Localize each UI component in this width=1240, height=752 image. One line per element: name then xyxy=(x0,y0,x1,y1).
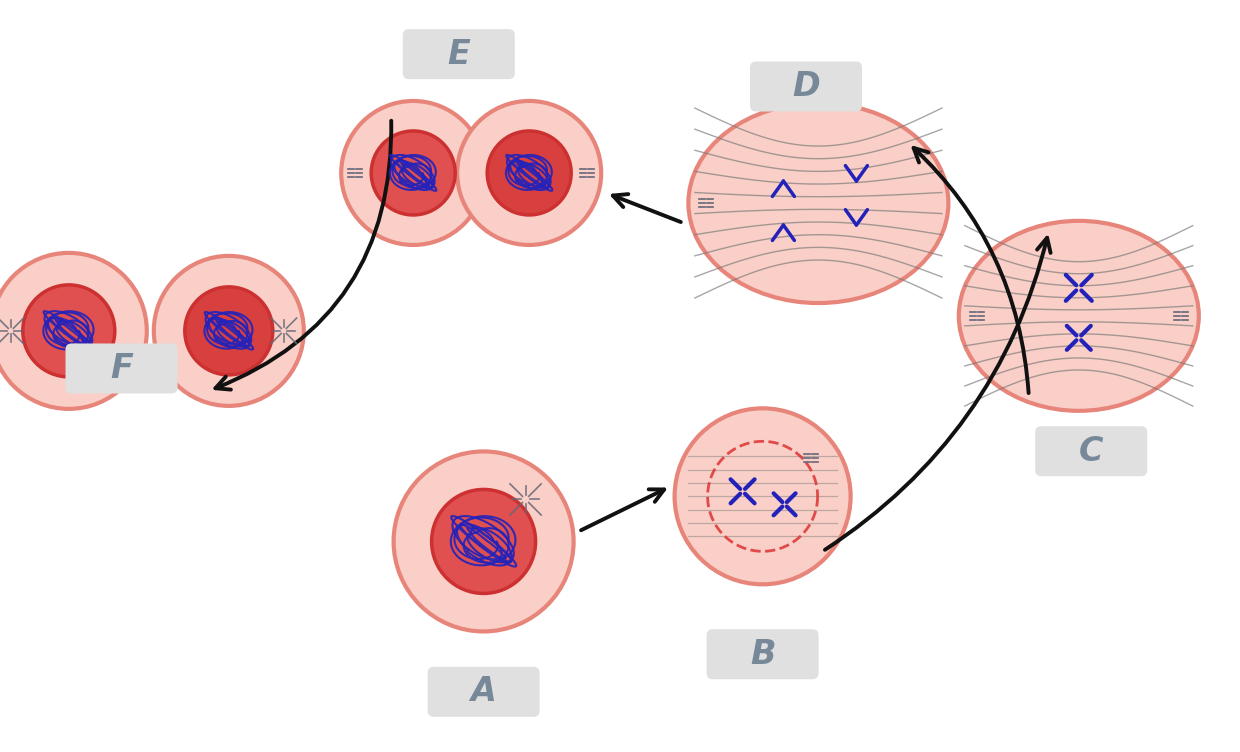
Ellipse shape xyxy=(959,221,1199,411)
Ellipse shape xyxy=(688,103,949,303)
Ellipse shape xyxy=(22,285,115,377)
Text: C: C xyxy=(1079,435,1104,468)
FancyBboxPatch shape xyxy=(1035,426,1147,476)
FancyBboxPatch shape xyxy=(707,629,818,679)
Ellipse shape xyxy=(432,490,536,593)
Ellipse shape xyxy=(393,451,574,632)
Text: E: E xyxy=(448,38,470,71)
Text: A: A xyxy=(471,675,496,708)
Text: F: F xyxy=(110,352,133,385)
FancyBboxPatch shape xyxy=(66,344,177,393)
Ellipse shape xyxy=(154,256,304,406)
Text: D: D xyxy=(792,70,820,103)
Ellipse shape xyxy=(371,131,455,215)
FancyBboxPatch shape xyxy=(428,667,539,717)
FancyBboxPatch shape xyxy=(750,62,862,111)
Text: B: B xyxy=(750,638,775,671)
Ellipse shape xyxy=(341,101,485,245)
FancyBboxPatch shape xyxy=(403,29,515,79)
Ellipse shape xyxy=(675,408,851,584)
Ellipse shape xyxy=(185,287,273,375)
Ellipse shape xyxy=(0,253,146,409)
Ellipse shape xyxy=(458,101,601,245)
Ellipse shape xyxy=(487,131,572,215)
